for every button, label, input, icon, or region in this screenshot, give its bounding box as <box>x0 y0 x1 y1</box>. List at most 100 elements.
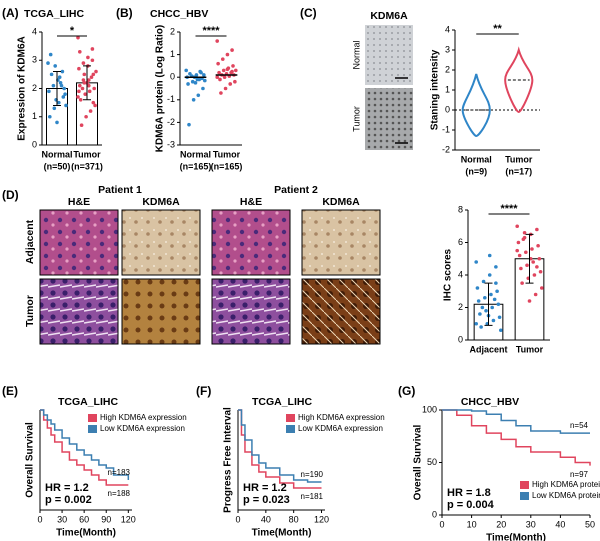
panel-label: (A) <box>2 6 19 20</box>
x-tick-label: Normal <box>180 149 211 159</box>
data-point <box>475 286 480 290</box>
survival-curve <box>40 409 130 480</box>
sample-size: (n=50) <box>44 161 71 171</box>
x-tick-label: 0 <box>235 514 240 524</box>
row-label: Adjacent <box>24 219 36 264</box>
data-point <box>82 81 87 85</box>
data-point <box>186 82 190 86</box>
data-point <box>233 79 237 84</box>
data-point <box>51 83 56 88</box>
column-label: KDM6A <box>142 196 180 208</box>
data-point <box>59 83 64 88</box>
row-label: Tumor <box>351 106 361 132</box>
x-tick-label: 50 <box>585 519 595 529</box>
data-point <box>223 86 228 91</box>
y-tick-label: -2 <box>442 144 450 154</box>
data-point <box>536 243 540 248</box>
error-bar <box>525 233 534 284</box>
significance: **** <box>202 25 220 37</box>
data-point <box>230 48 234 52</box>
data-point <box>218 77 222 82</box>
x-tick-label: 30 <box>526 519 536 529</box>
data-point <box>497 315 502 320</box>
data-point <box>91 72 96 77</box>
column-label: KDM6A <box>322 196 360 208</box>
data-point <box>221 68 226 73</box>
data-point <box>228 82 233 86</box>
significance: ** <box>493 23 502 35</box>
ihc-image <box>301 278 381 345</box>
data-point <box>215 39 219 43</box>
stat-label: HR = 1.2 <box>243 482 287 494</box>
chart-title: CHCC_HBV <box>461 396 519 408</box>
data-point <box>191 98 196 102</box>
legend-label: High KDM6A expression <box>100 413 187 422</box>
data-point <box>78 49 82 54</box>
data-point <box>220 57 225 61</box>
data-point <box>216 61 220 66</box>
y-tick-label: 1 <box>170 49 175 59</box>
data-point <box>187 122 191 127</box>
y-tick-label: 100 <box>422 404 437 414</box>
data-point <box>478 312 482 316</box>
x-tick-label: 80 <box>289 514 299 524</box>
survival-curve <box>442 409 590 434</box>
data-point <box>538 269 543 274</box>
data-point <box>495 289 499 294</box>
y-axis-label: Expression of KDM6A <box>17 36 28 140</box>
data-point <box>78 98 83 102</box>
data-point <box>480 305 485 310</box>
stat-label: HR = 1.2 <box>45 482 89 494</box>
y-tick-label: 3 <box>445 44 450 54</box>
x-tick-label: 40 <box>555 519 565 529</box>
y-tick-label: 3 <box>32 55 37 65</box>
legend-label: High KDM6A expression <box>298 413 385 422</box>
y-axis-label: Progress Free Interval <box>223 407 234 513</box>
legend-label: High KDM6A protein <box>532 480 600 489</box>
x-axis-label: Time(Month) <box>486 533 546 541</box>
stat-label: HR = 1.8 <box>447 487 491 499</box>
y-tick-label: 1 <box>445 84 450 94</box>
panel-label: (C) <box>300 6 317 20</box>
data-point <box>515 248 519 253</box>
he-image <box>211 209 291 276</box>
data-point <box>499 328 503 333</box>
y-axis-label: KDM6A protein (Log Ratio) <box>155 25 166 152</box>
data-point <box>52 106 57 111</box>
data-point <box>47 89 51 94</box>
x-tick-label: 90 <box>101 514 111 524</box>
y-tick-label: 1 <box>32 111 37 121</box>
ihc-image <box>365 25 413 85</box>
data-point <box>93 103 97 108</box>
data-point <box>533 292 538 297</box>
data-point <box>87 78 91 82</box>
data-point <box>522 230 527 235</box>
survival-curve <box>40 409 129 486</box>
image-title: KDM6A <box>370 10 408 22</box>
data-point <box>48 52 53 57</box>
chart-title: CHCC_HBV <box>150 8 208 20</box>
y-axis-label: Overall Survival <box>413 424 424 500</box>
data-point <box>217 70 221 75</box>
data-point <box>491 318 496 323</box>
data-point <box>84 114 88 119</box>
sample-size: (n=371) <box>71 161 103 171</box>
data-point <box>184 68 188 73</box>
data-point <box>531 260 535 264</box>
y-tick-label: -2 <box>167 117 175 127</box>
data-point <box>53 64 57 68</box>
data-point <box>61 95 66 99</box>
panel-label: (B) <box>116 6 133 20</box>
data-point <box>490 305 494 310</box>
x-tick-label: Tumor <box>213 149 241 159</box>
legend-label: Low KDM6A expression <box>100 424 185 433</box>
x-tick-label: Tumor <box>516 344 544 354</box>
data-point <box>62 86 66 91</box>
chart-title: TCGA_LIHC <box>24 8 85 20</box>
ihc-image <box>121 278 201 345</box>
data-point <box>86 55 90 60</box>
violin <box>461 73 491 138</box>
data-point <box>494 265 498 269</box>
data-point <box>92 86 96 91</box>
